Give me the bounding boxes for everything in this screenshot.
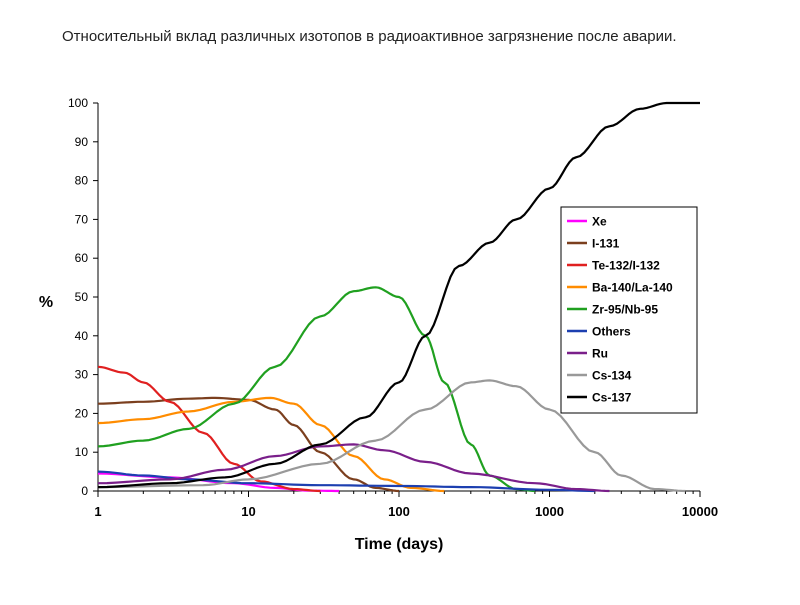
- legend-label: Ba-140/La-140: [592, 281, 673, 295]
- y-axis-label: %: [39, 294, 53, 311]
- y-tick-label: 90: [75, 135, 89, 149]
- y-tick-label: 50: [75, 290, 89, 304]
- series-line-ba-140-la-140: [97, 396, 445, 493]
- x-tick-label: 1000: [535, 504, 564, 519]
- legend-label: Others: [592, 325, 631, 339]
- x-tick-label: 10000: [682, 504, 718, 519]
- series-line-i-131: [97, 396, 400, 493]
- y-tick-label: 10: [75, 445, 89, 459]
- legend-label: Cs-137: [592, 391, 632, 405]
- x-tick-label: 10: [241, 504, 255, 519]
- y-tick-label: 80: [75, 174, 89, 188]
- legend-label: Xe: [592, 215, 607, 229]
- legend-label: Te-132/I-132: [592, 259, 660, 273]
- legend-label: Ru: [592, 347, 608, 361]
- legend-label: Cs-134: [592, 369, 632, 383]
- legend-label: I-131: [592, 237, 620, 251]
- y-tick-label: 40: [75, 329, 89, 343]
- series-line-te-132-i-132: [97, 365, 321, 493]
- series-line-cs-137: [97, 101, 700, 489]
- legend-label: Zr-95/Nb-95: [592, 303, 658, 317]
- series-line-others: [97, 470, 595, 493]
- y-tick-label: 100: [68, 96, 88, 110]
- series-line-cs-134: [97, 379, 686, 493]
- y-tick-label: 30: [75, 368, 89, 382]
- y-tick-label: 60: [75, 251, 89, 265]
- page-title: Относительный вклад различных изотопов в…: [62, 28, 677, 45]
- x-tick-label: 100: [388, 504, 410, 519]
- series-line-zr-95-nb-95: [97, 286, 535, 493]
- y-tick-label: 0: [81, 484, 88, 498]
- x-tick-label: 1: [94, 504, 101, 519]
- y-tick-label: 20: [75, 406, 89, 420]
- y-tick-label: 70: [75, 212, 89, 226]
- x-axis-label: Time (days): [355, 536, 444, 553]
- series-line-ru: [97, 443, 610, 493]
